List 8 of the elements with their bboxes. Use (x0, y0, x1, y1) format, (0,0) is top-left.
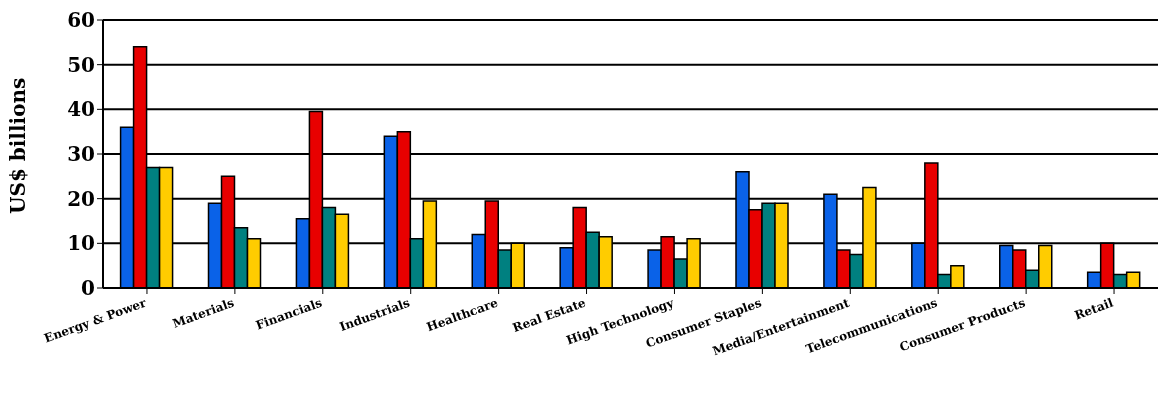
y-tick-label: 0 (81, 276, 95, 301)
y-tick-label: 50 (67, 52, 95, 77)
y-tick-label: 40 (67, 97, 95, 122)
y-tick-label: 10 (67, 231, 95, 256)
y-tick-label: 20 (67, 186, 95, 211)
y-axis-title: US$ billions (6, 77, 31, 214)
y-tick-label: 60 (67, 8, 95, 33)
y-tick-label: 30 (67, 142, 95, 167)
